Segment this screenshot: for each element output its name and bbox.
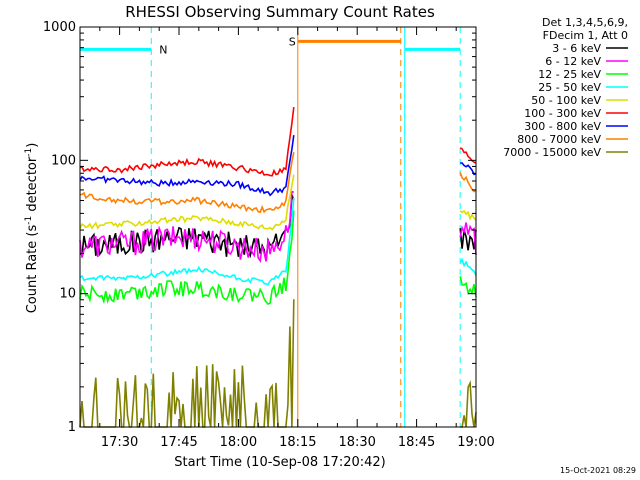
y-axis-label: Count Rate (s-1 detector-1) bbox=[24, 143, 40, 314]
legend-entry: 300 - 800 keV bbox=[524, 120, 601, 133]
legend-header: FDecim 1, Att 0 bbox=[543, 29, 628, 42]
series-line bbox=[79, 299, 295, 428]
legend-header: Det 1,3,4,5,6,9, bbox=[542, 16, 628, 29]
series-line bbox=[460, 379, 477, 428]
legend: Det 1,3,4,5,6,9,FDecim 1, Att 03 - 6 keV… bbox=[503, 16, 628, 159]
series-line bbox=[79, 174, 295, 231]
x-tick-label: 17:45 bbox=[160, 435, 197, 450]
axes: 1 10 100 1000 17:30 17:45 18:00 18:15 18:30 18:45… bbox=[43, 20, 495, 450]
legend-entry: 50 - 100 keV bbox=[531, 94, 601, 107]
plot-area: NS bbox=[79, 27, 477, 428]
series-line bbox=[459, 276, 477, 298]
x-tick-label: 18:30 bbox=[338, 435, 375, 450]
y-tick-label: 10 bbox=[59, 287, 76, 302]
series-line bbox=[460, 162, 477, 176]
saa-label: S bbox=[289, 35, 296, 48]
series-line bbox=[79, 210, 295, 305]
series-line bbox=[79, 107, 295, 177]
legend-entry: 100 - 300 keV bbox=[524, 107, 601, 120]
x-tick-label: 18:00 bbox=[220, 435, 257, 450]
x-tick-label: 17:30 bbox=[101, 435, 138, 450]
legend-entry: 800 - 7000 keV bbox=[517, 133, 601, 146]
series-line bbox=[459, 147, 477, 164]
legend-entry: 6 - 12 keV bbox=[545, 55, 601, 68]
x-axis-label: Start Time (10-Sep-08 17:20:42) bbox=[174, 455, 385, 470]
y-tick-label: 1000 bbox=[43, 20, 76, 35]
legend-entry: 7000 - 15000 keV bbox=[503, 146, 601, 159]
x-tick-label: 19:00 bbox=[457, 435, 494, 450]
series-line bbox=[79, 134, 295, 197]
series-line bbox=[79, 194, 295, 262]
legend-entry: 25 - 50 keV bbox=[538, 81, 601, 94]
legend-entry: 3 - 6 keV bbox=[552, 42, 601, 55]
x-tick-label: 18:15 bbox=[279, 435, 316, 450]
plot-frame bbox=[79, 26, 477, 428]
footer-date: 15-Oct-2021 08:29 bbox=[560, 466, 636, 475]
x-tick-label: 18:45 bbox=[398, 435, 435, 450]
series-line bbox=[459, 209, 477, 221]
y-tick-label: 100 bbox=[51, 153, 76, 168]
legend-entry: 12 - 25 keV bbox=[538, 68, 601, 81]
series-line bbox=[459, 228, 477, 251]
series-line bbox=[79, 190, 295, 264]
series-line bbox=[459, 222, 477, 256]
series-line bbox=[79, 152, 295, 214]
series-line bbox=[459, 172, 477, 193]
series-line bbox=[79, 197, 295, 286]
series-line bbox=[459, 257, 477, 276]
chart-title: RHESSI Observing Summary Count Rates bbox=[125, 3, 435, 21]
night-label: N bbox=[159, 43, 167, 56]
y-tick-label: 1 bbox=[68, 420, 76, 435]
